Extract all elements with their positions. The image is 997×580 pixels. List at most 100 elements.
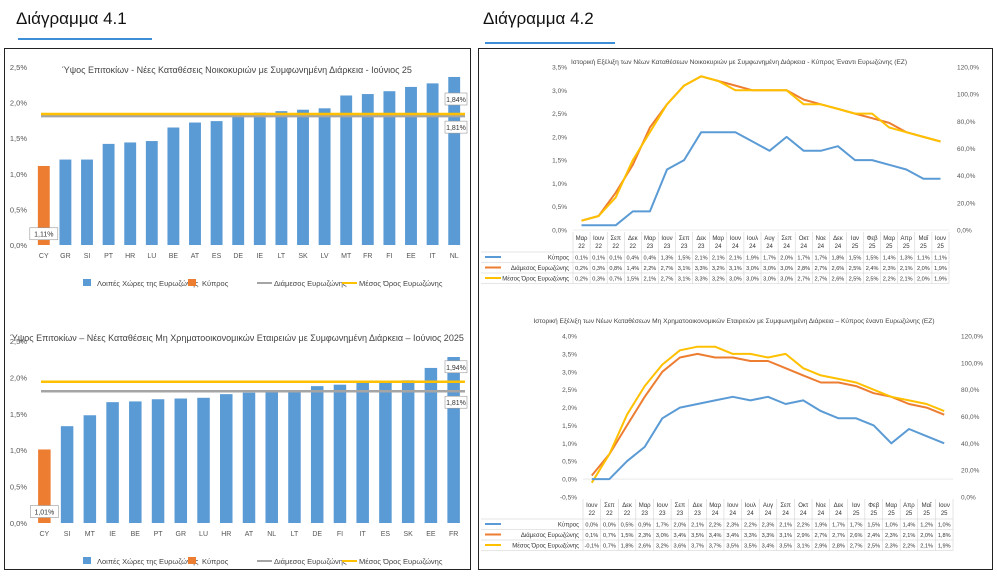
data-label: 2,7% <box>814 533 827 539</box>
data-label: 1,7% <box>763 256 776 262</box>
x-tick-label: SI <box>64 531 71 538</box>
data-label: 3,0% <box>656 533 669 539</box>
bar <box>361 94 374 245</box>
data-label: 2,0% <box>917 266 930 272</box>
x-tick-label: Σεπ 22 <box>604 503 615 517</box>
y-tick-label: 0,5% <box>562 459 577 466</box>
data-label: 3,3% <box>762 533 775 539</box>
x-tick-label: EE <box>426 531 436 538</box>
y-tick-label: 1,5% <box>562 423 577 430</box>
x-tick-label: BE <box>169 253 179 260</box>
legend-label: Κύπρος <box>558 523 579 529</box>
bar <box>383 91 396 245</box>
data-label: 1,4% <box>883 256 896 262</box>
data-label: 2,6% <box>832 266 845 272</box>
y2-tick-label: 120,0% <box>961 334 983 341</box>
x-tick-label: CY <box>40 531 50 538</box>
x-tick-label: Ιαν 25 <box>852 503 860 517</box>
panel-right: Ιστορική Εξέλιξη των Νέων Καταθέσεων Νοι… <box>478 48 993 570</box>
data-label: 2,1% <box>900 277 913 283</box>
data-label: 2,7% <box>797 277 810 283</box>
data-label: 2,5% <box>849 266 862 272</box>
data-label: 2,2% <box>744 523 757 529</box>
data-label: 1,9% <box>746 256 759 262</box>
data-label: 1,4% <box>903 523 916 529</box>
data-label: 2,1% <box>712 256 725 262</box>
data-label: 2,7% <box>814 277 827 283</box>
data-label: 3,2% <box>712 277 725 283</box>
x-tick-label: DE <box>312 531 322 538</box>
x-tick-label: Ιουν 23 <box>657 503 668 517</box>
data-label: 0,3% <box>592 277 605 283</box>
data-label: 2,1% <box>691 523 704 529</box>
x-tick-label: Οκτ 24 <box>799 236 810 250</box>
y2-tick-label: 80,0% <box>957 119 976 126</box>
y-tick-label: 2,5% <box>552 111 567 118</box>
data-label: 3,3% <box>695 277 708 283</box>
y-tick-label: 1,0% <box>10 170 27 179</box>
data-label: 3,0% <box>746 277 759 283</box>
median-label-box <box>444 120 468 134</box>
data-label: 2,8% <box>797 266 810 272</box>
chart-title: Ιστορική Εξέλιξη των Νέων Καταθέσεων Νοι… <box>571 58 907 66</box>
x-tick-label: MT <box>341 253 352 260</box>
y-tick-label: -0,5% <box>560 495 577 502</box>
data-label: 3,4% <box>674 533 687 539</box>
y-tick-label: 2,5% <box>10 63 27 72</box>
median-value-label: 1,81% <box>446 125 466 132</box>
bar <box>424 367 438 523</box>
x-tick-label: Μαρ 22 <box>576 236 588 250</box>
legend-label: Λοιπές Χώρες της Ευρωζώνης <box>97 279 199 288</box>
data-label: 2,6% <box>832 277 845 283</box>
x-tick-label: Σεπ 24 <box>780 503 791 517</box>
data-label: 1,5% <box>867 523 880 529</box>
data-label: 2,7% <box>661 266 674 272</box>
mean-value-label: 1,84% <box>446 97 466 104</box>
y-tick-label: 2,0% <box>562 405 577 412</box>
x-tick-label: Φεβ 25 <box>868 503 879 517</box>
y2-tick-label: 100,0% <box>961 360 983 367</box>
x-tick-label: Ιουν 25 <box>939 503 950 517</box>
bar <box>356 382 369 523</box>
data-label: 3,3% <box>744 533 757 539</box>
y-tick-label: 2,5% <box>562 387 577 394</box>
data-label: 3,7% <box>709 544 722 550</box>
x-tick-label: LV <box>321 253 329 260</box>
data-label: 0,3% <box>592 266 605 272</box>
chart-title: Ύψος Επιτοκίων - Νέες Καταθέσεις Νοικοκυ… <box>62 65 412 75</box>
data-label: 3,0% <box>780 266 793 272</box>
data-label: 2,3% <box>638 533 651 539</box>
data-label: 2,7% <box>850 544 863 550</box>
bar <box>83 415 97 523</box>
x-tick-label: HR <box>125 253 135 260</box>
data-label: 0,5% <box>621 523 634 529</box>
legend-swatch <box>188 557 196 564</box>
x-tick-label: Απρ 25 <box>900 236 912 250</box>
data-label: 2,2% <box>797 523 810 529</box>
bar <box>102 143 115 245</box>
data-label: 2,7% <box>661 277 674 283</box>
y-tick-label: 1,5% <box>10 134 27 143</box>
data-label: 2,2% <box>883 277 896 283</box>
y2-tick-label: 20,0% <box>957 200 976 207</box>
data-label: 3,5% <box>779 544 792 550</box>
x-tick-label: PT <box>104 253 114 260</box>
x-tick-label: Απρ 25 <box>903 503 915 517</box>
y-tick-label: 3,5% <box>552 65 567 72</box>
data-label: 0,1% <box>585 533 598 539</box>
y-tick-label: 2,0% <box>10 99 27 108</box>
data-label: 1,9% <box>938 544 951 550</box>
x-tick-label: Νοε 24 <box>816 236 827 250</box>
x-tick-label: SK <box>298 253 308 260</box>
heading-left-underline <box>18 38 152 40</box>
data-label: 1,9% <box>814 523 827 529</box>
bar <box>210 121 223 245</box>
data-label: 0,2% <box>575 266 588 272</box>
legend-label: Λοιπές Χώρες της Ευρωζώνης <box>97 557 199 566</box>
legend-swatch <box>188 279 196 286</box>
x-tick-label: IT <box>360 531 367 538</box>
series-line <box>590 345 945 484</box>
data-label: 1,7% <box>850 523 863 529</box>
legend-label: Μέσος Όρος Ευρωζώνης <box>512 543 579 550</box>
data-label: 2,1% <box>900 266 913 272</box>
